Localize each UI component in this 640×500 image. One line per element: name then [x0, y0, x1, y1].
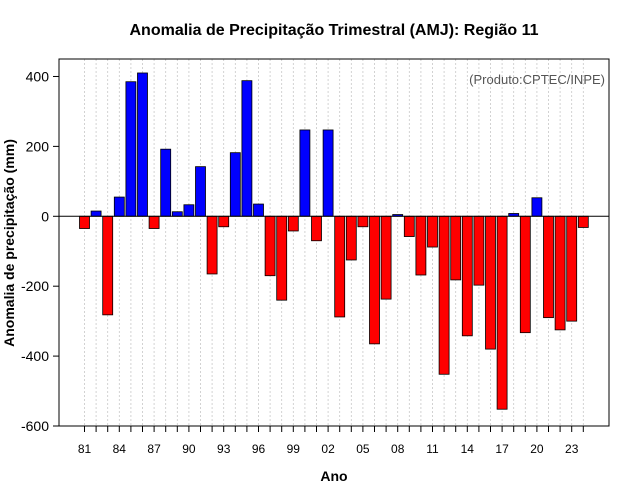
x-tick-label: 23 — [565, 442, 579, 456]
x-tick-label: 84 — [113, 442, 127, 456]
bar-2017 — [496, 215, 508, 410]
bar-1997 — [264, 215, 276, 277]
bar-1993 — [218, 215, 230, 228]
x-tick-label: 93 — [217, 442, 231, 456]
bar-1989 — [171, 211, 183, 217]
bar-1981 — [79, 215, 90, 229]
bar-1998 — [276, 215, 288, 301]
x-tick-label: 02 — [321, 442, 335, 456]
bar-2010 — [415, 215, 427, 276]
bar-2004 — [345, 215, 357, 261]
x-tick-label: 17 — [495, 442, 509, 456]
x-tick-label: 90 — [182, 442, 196, 456]
y-tick-label: -600 — [21, 418, 49, 434]
x-axis-label: Ano — [320, 468, 347, 484]
bar-1994 — [229, 152, 241, 217]
bar-2005 — [357, 215, 369, 228]
bar-2016 — [485, 215, 496, 350]
bar-1996 — [253, 203, 264, 217]
x-tick-label: 14 — [461, 442, 475, 456]
x-tick-label: 87 — [147, 442, 161, 456]
bar-2022 — [554, 215, 566, 331]
bar-2019 — [519, 215, 531, 334]
bar-2012 — [438, 215, 450, 375]
x-tick-label: 20 — [530, 442, 544, 456]
bar-2003 — [334, 215, 346, 318]
y-tick-label: 0 — [41, 208, 49, 224]
bar-1995 — [241, 80, 253, 217]
y-axis-label: Anomalia de precipitação (mm) — [1, 139, 17, 347]
bar-1982 — [90, 210, 102, 217]
bar-2023 — [566, 215, 578, 322]
x-tick-label: 11 — [426, 442, 439, 456]
x-tick-label: 05 — [356, 442, 370, 456]
bar-2009 — [403, 215, 415, 237]
product-credit: (Produto:CPTEC/INPE) — [469, 72, 605, 87]
bar-2006 — [369, 215, 380, 345]
bar-2007 — [380, 215, 392, 300]
bar-2014 — [461, 215, 473, 337]
bar-1990 — [183, 204, 195, 217]
bar-1992 — [206, 215, 218, 275]
y-axis: -600 -400 -200 0 200 400 — [21, 68, 59, 434]
plot-frame — [58, 58, 610, 427]
bar-2000 — [299, 129, 311, 217]
bar-2002 — [322, 129, 334, 217]
bar-2024 — [577, 215, 589, 228]
bar-2011 — [427, 215, 438, 248]
bar-1986 — [137, 72, 148, 217]
bar-1991 — [195, 166, 206, 217]
bar-2015 — [473, 215, 485, 286]
bar-2001 — [311, 215, 322, 242]
y-tick-label: 200 — [26, 138, 50, 154]
x-tick-label: 81 — [78, 442, 92, 456]
x-tick-label: 96 — [252, 442, 266, 456]
bar-1999 — [287, 215, 299, 232]
bar-2013 — [450, 215, 462, 281]
y-tick-label: -400 — [21, 348, 49, 364]
bar-1983 — [102, 215, 114, 316]
bar-2020 — [531, 197, 543, 217]
x-axis: 81 84 87 90 93 96 99 02 05 08 11 14 17 20 23 — [78, 426, 584, 456]
x-tick-label: 08 — [391, 442, 405, 456]
bar-1987 — [148, 215, 160, 229]
x-tick-label: 99 — [287, 442, 301, 456]
bar-2021 — [543, 215, 554, 319]
bar-1988 — [160, 148, 172, 217]
y-tick-label: 400 — [26, 68, 50, 84]
chart-title: Anomalia de Precipitação Trimestral (AMJ… — [129, 22, 538, 39]
y-tick-label: -200 — [21, 278, 49, 294]
bar-1984 — [113, 196, 125, 217]
bar-1985 — [125, 81, 137, 217]
bar-series — [79, 72, 589, 410]
